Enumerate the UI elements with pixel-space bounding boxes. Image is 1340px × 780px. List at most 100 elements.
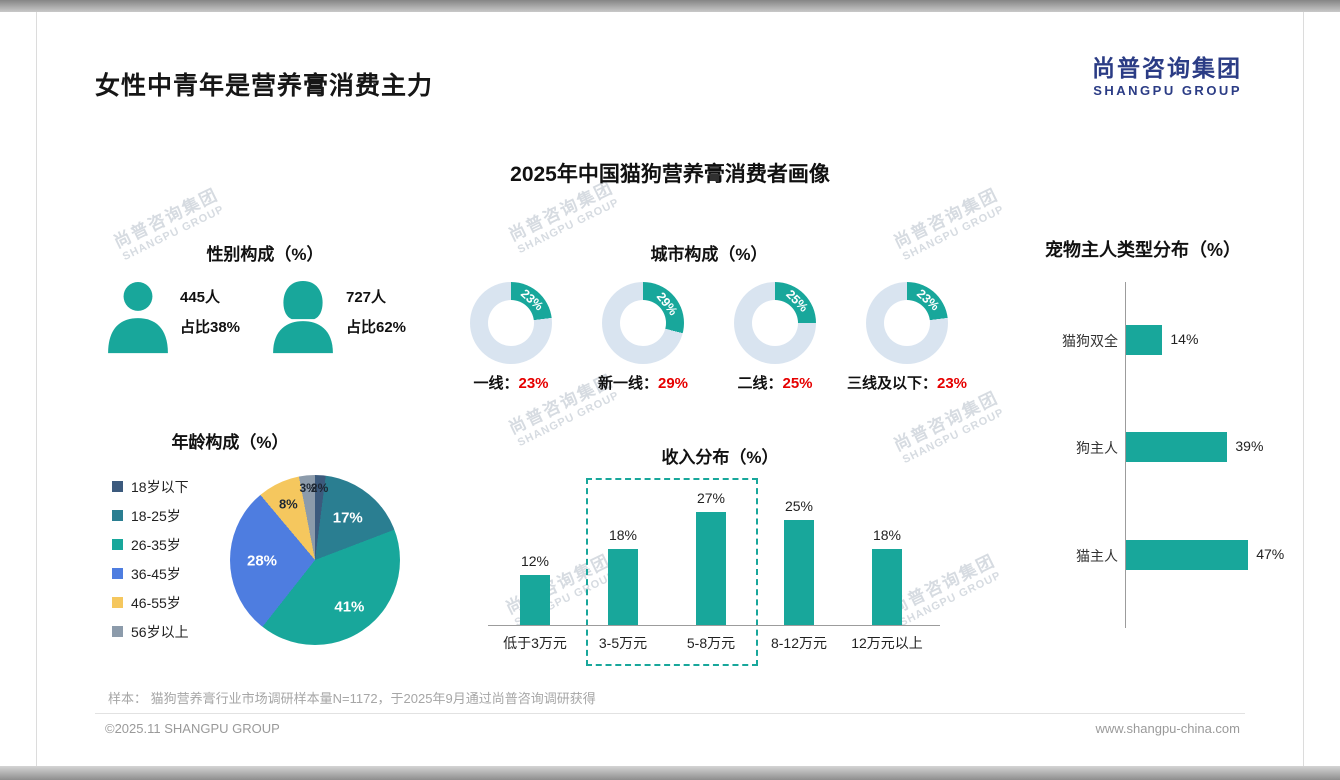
brand-logo-cn: 尚普咨询集团: [1092, 55, 1242, 81]
income-value-label: 25%: [784, 498, 814, 514]
left-frame-edge: [36, 12, 37, 766]
legend-label: 36-45岁: [131, 565, 181, 582]
legend-label: 18岁以下: [131, 478, 189, 495]
city-section-title: 城市构成（%）: [650, 245, 768, 264]
city-label: 新一线：: [597, 375, 658, 392]
owner-category-label: 狗主人: [1076, 440, 1118, 456]
top-frame-bar: [0, 0, 1340, 12]
owner-section-title: 宠物主人类型分布（%）: [1044, 240, 1241, 260]
gender-section-title: 性别构成（%）: [206, 245, 324, 264]
city-value: 23%: [518, 375, 549, 392]
pie-value-label: 2%: [310, 481, 329, 496]
income-value-label: 18%: [872, 527, 902, 544]
female-count: 727人: [346, 289, 387, 306]
bottom-frame-bar: [0, 766, 1340, 780]
male-icon: [105, 278, 171, 354]
city-label: 三线及以下：: [846, 375, 937, 392]
right-frame-edge: [1303, 12, 1304, 766]
income-value-label: 12%: [520, 552, 550, 569]
donut-caption: 一线：23%: [473, 372, 548, 393]
age-legend: 18岁以下 18-25岁 26-35岁 36-45岁 46-55岁 56岁以上: [112, 472, 189, 646]
donut-chart: 29%: [602, 282, 684, 364]
donut-chart: 23%: [866, 282, 948, 364]
owner-value-label: 47%: [1256, 546, 1285, 562]
donut-hole: [752, 300, 798, 346]
income-category-label: 5-8万元: [686, 635, 736, 651]
city-donut-cell: 25% 二线：25%: [709, 282, 841, 393]
legend-label: 18-25岁: [131, 507, 181, 524]
legend-item: 26-35岁: [112, 530, 189, 559]
legend-swatch: [112, 539, 123, 550]
legend-swatch: [112, 626, 123, 637]
owner-bar: [1126, 432, 1228, 462]
income-chart: 收入分布（%） 12% 低于3万元 18% 3-5万元 27% 5-8万元 25% 8-12万…: [480, 443, 960, 678]
legend-item: 46-55岁: [112, 588, 189, 617]
donut-hole: [884, 300, 930, 346]
legend-swatch: [112, 597, 123, 608]
income-x-axis: [488, 625, 940, 626]
donut-caption: 二线：25%: [737, 372, 812, 393]
income-bar: [608, 549, 638, 625]
donut-hole: [620, 300, 666, 346]
legend-item: 56岁以上: [112, 617, 189, 646]
page-title: 女性中青年是营养膏消费主力: [95, 72, 434, 100]
income-section-title: 收入分布（%）: [661, 448, 779, 467]
income-bar: [784, 520, 814, 625]
city-label: 一线：: [473, 375, 519, 392]
female-share: 占比62%: [346, 319, 407, 336]
legend-swatch: [112, 510, 123, 521]
legend-swatch: [112, 481, 123, 492]
pie-value-label: 17%: [332, 509, 363, 527]
income-value-label: 18%: [608, 527, 638, 544]
city-donut-cell: 23% 三线及以下：23%: [841, 282, 973, 393]
income-category-label: 8-12万元: [770, 635, 828, 651]
income-value-label: 27%: [696, 489, 726, 506]
income-bar: [696, 511, 726, 625]
city-value: 25%: [782, 375, 813, 392]
donut-caption: 新一线：29%: [598, 372, 688, 393]
city-donut-cell: 23% 一线：23%: [445, 282, 577, 393]
donut-chart: 25%: [734, 282, 816, 364]
owner-category-label: 猫狗双全: [1062, 333, 1118, 349]
income-category-label: 12万元以上: [851, 635, 923, 651]
income-category-label: 3-5万元: [598, 635, 648, 651]
legend-item: 36-45岁: [112, 559, 189, 588]
owner-bar: [1126, 325, 1163, 355]
age-pie-chart: 2% 17% 41% 28% 8% 3%: [230, 475, 400, 645]
owner-bar: [1126, 540, 1249, 570]
brand-logo: 尚普咨询集团 SHANGPU GROUP: [1092, 55, 1242, 99]
owner-y-axis: [1125, 282, 1126, 628]
pie-value-label: 8%: [278, 496, 298, 512]
donut-caption: 三线及以下：23%: [847, 372, 967, 393]
city-label: 二线：: [737, 375, 783, 392]
chart-main-title: 2025年中国猫狗营养膏消费者画像: [510, 163, 830, 186]
pie-value-label: 3%: [299, 481, 317, 496]
owner-chart: 宠物主人类型分布（%） 猫狗双全 14% 狗主人 39% 猫主人 47%: [988, 236, 1298, 646]
male-share: 占比38%: [180, 319, 241, 336]
pie-value-label: 28%: [246, 552, 278, 570]
legend-label: 26-35岁: [131, 536, 181, 553]
website-text: www.shangpu-china.com: [1095, 721, 1240, 736]
donut-hole: [488, 300, 534, 346]
copyright-text: ©2025.11 SHANGPU GROUP: [105, 721, 280, 736]
male-count: 445人: [180, 289, 221, 306]
brand-logo-en: SHANGPU GROUP: [1093, 83, 1242, 99]
sample-note: 样本： 猫狗营养膏行业市场调研样本量N=1172，于2025年9月通过尚普咨询调…: [108, 691, 596, 706]
income-bar: [520, 574, 550, 625]
legend-label: 46-55岁: [131, 594, 181, 611]
age-section-title: 年龄构成（%）: [171, 433, 289, 452]
legend-swatch: [112, 568, 123, 579]
city-value: 29%: [657, 375, 689, 392]
owner-category-label: 猫主人: [1076, 548, 1118, 564]
city-donut-cell: 29% 新一线：29%: [577, 282, 709, 393]
pie-value-label: 41%: [334, 598, 365, 616]
owner-value-label: 39%: [1235, 438, 1264, 454]
city-donut-charts: 23% 一线：23% 29% 新一线：29% 25% 二线：25% 23% 三线及以下：23%: [445, 282, 973, 393]
footer-divider: [95, 713, 1245, 714]
income-category-label: 低于3万元: [503, 635, 567, 651]
legend-item: 18岁以下: [112, 472, 189, 501]
legend-item: 18-25岁: [112, 501, 189, 530]
income-bar: [872, 549, 902, 625]
